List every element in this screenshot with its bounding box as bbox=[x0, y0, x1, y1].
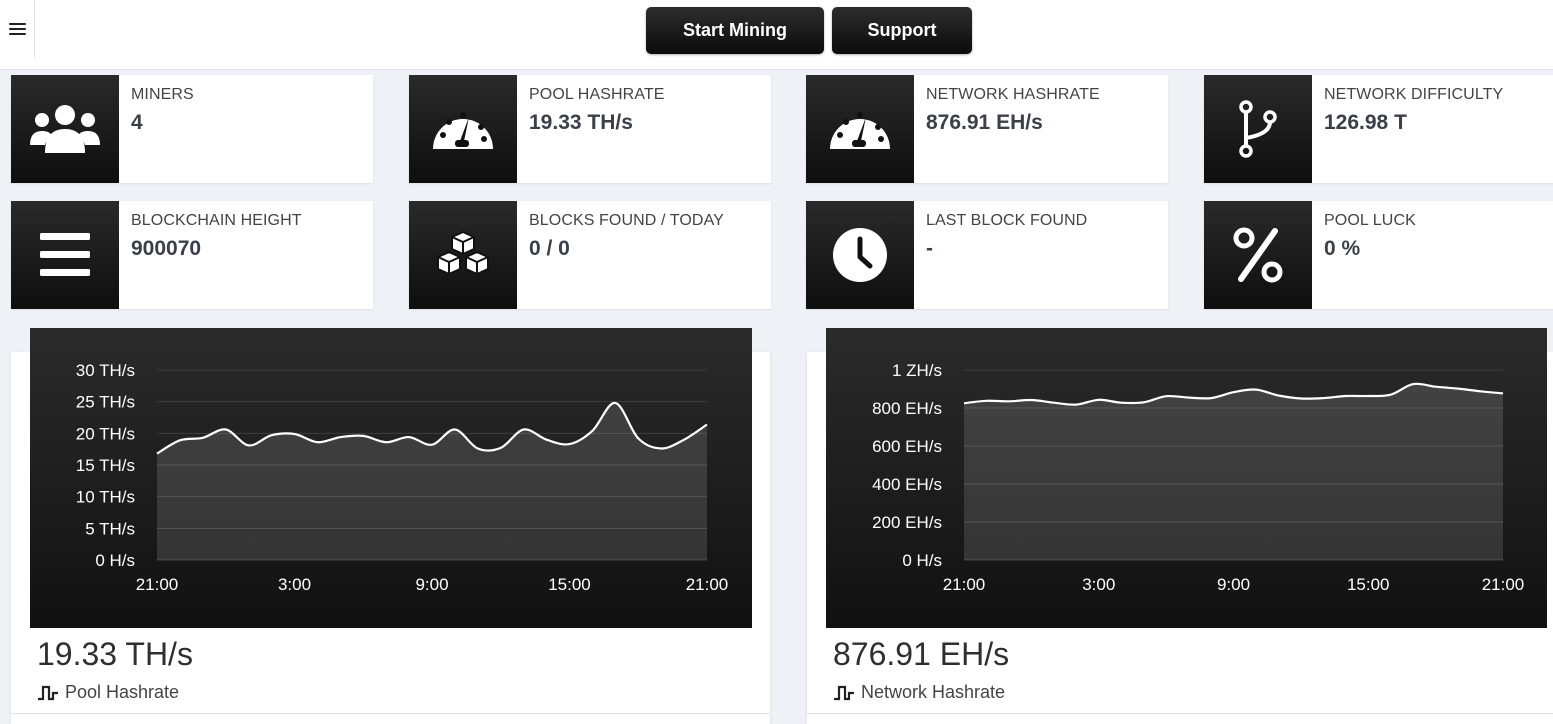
hamburger-icon bbox=[8, 22, 26, 36]
stat-card-blockchain-height: BLOCKCHAIN HEIGHT 900070 bbox=[11, 201, 373, 309]
stat-label: POOL HASHRATE bbox=[529, 86, 665, 103]
y-tick-label: 15 TH/s bbox=[76, 456, 135, 475]
x-tick-label: 21:00 bbox=[136, 575, 179, 594]
network-hashrate-value: 876.91 EH/s bbox=[833, 636, 1010, 672]
x-tick-label: 9:00 bbox=[415, 575, 448, 594]
stat-value: 0 % bbox=[1324, 237, 1361, 260]
stat-value: 876.91 EH/s bbox=[926, 111, 1043, 134]
x-tick-label: 21:00 bbox=[1482, 575, 1525, 594]
percent-icon bbox=[1233, 227, 1283, 283]
stat-label: NETWORK HASHRATE bbox=[926, 86, 1100, 103]
branch-icon bbox=[1239, 100, 1277, 158]
series-area bbox=[964, 383, 1503, 560]
y-tick-label: 0 H/s bbox=[95, 551, 135, 570]
x-tick-label: 21:00 bbox=[686, 575, 729, 594]
users-icon bbox=[30, 105, 100, 153]
x-tick-label: 15:00 bbox=[1347, 575, 1390, 594]
pool-hashrate-caption-text: Pool Hashrate bbox=[65, 682, 180, 702]
pool-hashrate-chart: 0 H/s 5 TH/s 10 TH/s 15 TH/s 20 TH/s 25 TH/s 3… bbox=[30, 328, 752, 628]
stat-label: POOL LUCK bbox=[1324, 212, 1416, 229]
y-tick-label: 20 TH/s bbox=[76, 424, 135, 443]
x-tick-label: 9:00 bbox=[1217, 575, 1250, 594]
gauge-icon bbox=[830, 112, 890, 149]
network-hashrate-panel: 0 H/s 200 EH/s 400 EH/s 600 EH/s 800 EH/s 1 Z… bbox=[807, 328, 1553, 724]
y-tick-label: 30 TH/s bbox=[76, 361, 135, 380]
stat-card-blocks-found: BLOCKS FOUND / TODAY 0 / 0 bbox=[409, 201, 771, 309]
y-tick-label: 25 TH/s bbox=[76, 393, 135, 412]
gauge-icon bbox=[433, 112, 493, 149]
menu-toggle-button[interactable] bbox=[0, 0, 35, 58]
stat-value: 4 bbox=[131, 111, 143, 134]
x-tick-label: 3:00 bbox=[278, 575, 311, 594]
pulse-icon bbox=[38, 685, 58, 700]
clock-icon bbox=[833, 228, 887, 282]
stat-label: BLOCKS FOUND / TODAY bbox=[529, 212, 724, 229]
start-mining-button[interactable]: Start Mining bbox=[646, 7, 824, 54]
stat-card-pool-hashrate: POOL HASHRATE 19.33 TH/s bbox=[409, 75, 771, 183]
x-tick-label: 15:00 bbox=[548, 575, 591, 594]
series-line bbox=[156, 401, 708, 455]
stat-value: 900070 bbox=[131, 237, 202, 260]
y-tick-label: 600 EH/s bbox=[872, 437, 942, 456]
pool-hashrate-chart-svg: 0 H/s 5 TH/s 10 TH/s 15 TH/s 20 TH/s 25 TH/s 3… bbox=[76, 361, 729, 594]
network-hashrate-chart: 0 H/s 200 EH/s 400 EH/s 600 EH/s 800 EH/s 1 Z… bbox=[826, 328, 1547, 628]
y-tick-label: 200 EH/s bbox=[872, 513, 942, 532]
y-tick-label: 10 TH/s bbox=[76, 488, 135, 507]
support-button[interactable]: Support bbox=[832, 7, 972, 54]
x-tick-label: 3:00 bbox=[1082, 575, 1115, 594]
series-area bbox=[157, 402, 707, 560]
stat-value: - bbox=[926, 237, 933, 260]
y-tick-label: 1 ZH/s bbox=[892, 361, 942, 380]
stat-label: LAST BLOCK FOUND bbox=[926, 212, 1088, 229]
stat-value: 126.98 T bbox=[1324, 111, 1407, 134]
y-tick-label: 0 H/s bbox=[902, 551, 942, 570]
stat-value: 19.33 TH/s bbox=[529, 111, 633, 134]
bars-icon bbox=[40, 233, 90, 276]
top-bar: Start Mining Support bbox=[0, 0, 1553, 70]
stat-card-pool-luck: POOL LUCK 0 % bbox=[1204, 201, 1553, 309]
y-tick-label: 800 EH/s bbox=[872, 399, 942, 418]
stat-label: NETWORK DIFFICULTY bbox=[1324, 86, 1504, 103]
stat-card-last-block: LAST BLOCK FOUND - bbox=[806, 201, 1168, 309]
network-hashrate-caption-text: Network Hashrate bbox=[861, 682, 1006, 702]
pool-hashrate-caption: Pool Hashrate bbox=[37, 682, 179, 703]
pool-hashrate-value: 19.33 TH/s bbox=[37, 636, 193, 672]
x-tick-label: 21:00 bbox=[943, 575, 986, 594]
stat-label: MINERS bbox=[131, 86, 194, 103]
stat-card-network-difficulty: NETWORK DIFFICULTY 126.98 T bbox=[1204, 75, 1553, 183]
stat-card-network-hashrate: NETWORK HASHRATE 876.91 EH/s bbox=[806, 75, 1168, 183]
cubes-icon bbox=[437, 231, 489, 275]
network-hashrate-chart-svg: 0 H/s 200 EH/s 400 EH/s 600 EH/s 800 EH/s 1 Z… bbox=[872, 361, 1525, 594]
stat-card-miners: MINERS 4 bbox=[11, 75, 373, 183]
y-tick-label: 5 TH/s bbox=[85, 519, 135, 538]
pulse-icon bbox=[834, 685, 854, 700]
stat-value: 0 / 0 bbox=[529, 237, 570, 260]
network-hashrate-caption: Network Hashrate bbox=[833, 682, 1005, 703]
series-line bbox=[963, 382, 1504, 406]
y-tick-label: 400 EH/s bbox=[872, 475, 942, 494]
stat-label: BLOCKCHAIN HEIGHT bbox=[131, 212, 302, 229]
pool-hashrate-panel: 0 H/s 5 TH/s 10 TH/s 15 TH/s 20 TH/s 25 TH/s 3… bbox=[11, 328, 770, 724]
